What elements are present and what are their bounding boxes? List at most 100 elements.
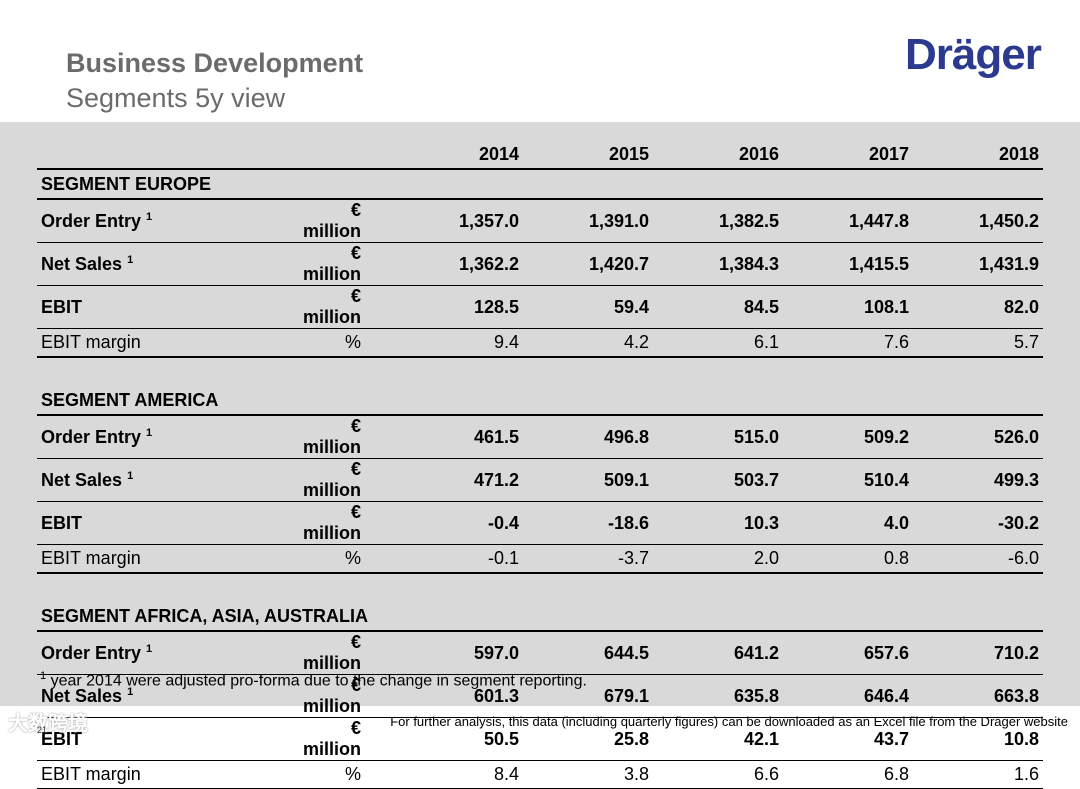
row-label: EBIT — [37, 501, 285, 545]
download-note: For further analysis, this data (includi… — [390, 714, 1068, 729]
segment-header-row: SEGMENT EUROPE — [37, 169, 1043, 200]
value-cell: 9.4 — [393, 328, 523, 358]
row-label-text: Order Entry — [41, 426, 142, 447]
segment-name: SEGMENT AMERICA — [37, 386, 1043, 416]
year-header: 2014 — [393, 140, 523, 170]
row-unit: € million — [285, 501, 393, 545]
value-cell: 1.6 — [913, 760, 1043, 789]
value-cell: 710.2 — [913, 631, 1043, 675]
row-label: EBIT margin — [37, 544, 285, 574]
value-cell: 1,391.0 — [523, 199, 653, 243]
value-cell: 128.5 — [393, 285, 523, 329]
value-cell: 635.8 — [653, 674, 783, 718]
row-unit: € million — [285, 285, 393, 329]
table-row: EBIT margin% 8.4 3.8 6.6 6.8 1.6 — [37, 760, 1043, 789]
value-cell: 84.5 — [653, 285, 783, 329]
table-row: Order Entry 1 € million 461.5 496.8 515.0 509… — [37, 415, 1043, 459]
table-row: Net Sales 1 € million 471.2 509.1 503.7 510.4… — [37, 458, 1043, 502]
value-cell: 1,362.2 — [393, 242, 523, 286]
year-header: 2015 — [523, 140, 653, 170]
row-label-text: EBIT margin — [41, 332, 141, 352]
row-label: Net Sales 1 — [37, 242, 285, 286]
value-cell: 503.7 — [653, 458, 783, 502]
value-cell: 1,357.0 — [393, 199, 523, 243]
table-row: Net Sales 1 € million 1,362.2 1,420.7 1,384.… — [37, 242, 1043, 286]
value-cell: -3.7 — [523, 544, 653, 574]
value-cell: 1,431.9 — [913, 242, 1043, 286]
year-header: 2018 — [913, 140, 1043, 170]
table-row: EBIT € million -0.4 -18.6 10.3 4.0 -30.2 — [37, 501, 1043, 545]
spacer-cell — [37, 356, 1043, 386]
value-cell: 526.0 — [913, 415, 1043, 459]
value-cell: 2.0 — [653, 544, 783, 574]
segment-name: SEGMENT EUROPE — [37, 169, 1043, 200]
value-cell: 1,450.2 — [913, 199, 1043, 243]
value-cell: -6.0 — [913, 544, 1043, 574]
footnote-marker: 1 — [40, 670, 47, 682]
value-cell: 657.6 — [783, 631, 913, 675]
value-cell: 1,420.7 — [523, 242, 653, 286]
value-cell: 510.4 — [783, 458, 913, 502]
value-cell: 6.8 — [783, 760, 913, 789]
row-label: Order Entry 1 — [37, 415, 285, 459]
value-cell: 4.0 — [783, 501, 913, 545]
row-label: EBIT — [37, 285, 285, 329]
footnote-ref: 1 — [127, 253, 134, 266]
row-unit: % — [285, 544, 393, 574]
value-cell: 499.3 — [913, 458, 1043, 502]
page-subtitle: Segments 5y view — [66, 83, 286, 113]
row-label-text: EBIT margin — [41, 548, 141, 568]
value-cell: 509.2 — [783, 415, 913, 459]
value-cell: 509.1 — [523, 458, 653, 502]
value-cell: -0.4 — [393, 501, 523, 545]
row-unit: € million — [285, 674, 393, 718]
row-label-text: EBIT margin — [41, 764, 141, 784]
value-cell: 641.2 — [653, 631, 783, 675]
value-cell: 82.0 — [913, 285, 1043, 329]
page-number: 21 — [37, 725, 48, 735]
value-cell: 7.6 — [783, 328, 913, 358]
value-cell: 663.8 — [913, 674, 1043, 718]
value-cell: -18.6 — [523, 501, 653, 545]
row-unit: % — [285, 760, 393, 789]
row-label: EBIT margin — [37, 760, 285, 789]
footnote-ref: 1 — [127, 685, 134, 698]
watermark: 大数跨境 — [8, 713, 88, 735]
value-cell: -30.2 — [913, 501, 1043, 545]
value-cell: 597.0 — [393, 631, 523, 675]
row-unit: € million — [285, 199, 393, 243]
row-label-text: Net Sales — [41, 469, 123, 490]
table-row: EBIT margin% -0.1 -3.7 2.0 0.8 -6.0 — [37, 544, 1043, 574]
row-unit: % — [285, 328, 393, 358]
footnote-text: year 2014 were adjusted pro-forma due to… — [50, 672, 587, 690]
drager-logo: Dräger — [905, 30, 1042, 79]
value-cell: 3.8 — [523, 760, 653, 789]
value-cell: 496.8 — [523, 415, 653, 459]
footnote-ref: 1 — [146, 426, 153, 439]
value-cell: 471.2 — [393, 458, 523, 502]
segments-table: 2014 2015 2016 2017 2018 SEGMENT EUROPE Order … — [37, 140, 1043, 789]
row-label-text: Net Sales — [41, 253, 123, 274]
row-unit: € million — [285, 717, 393, 761]
value-cell: 0.8 — [783, 544, 913, 574]
value-cell: 1,447.8 — [783, 199, 913, 243]
row-label: Order Entry 1 — [37, 199, 285, 243]
table-row: Net Sales 1 € million 601.3 679.1 635.8 646.4… — [37, 674, 1043, 718]
segment-spacer — [37, 572, 1043, 602]
value-cell: 6.1 — [653, 328, 783, 358]
value-cell: 644.5 — [523, 631, 653, 675]
segment-spacer — [37, 356, 1043, 386]
value-cell: 646.4 — [783, 674, 913, 718]
value-cell: 5.7 — [913, 328, 1043, 358]
segment-name: SEGMENT AFRICA, ASIA, AUSTRALIA — [37, 602, 1043, 632]
year-header: 2017 — [783, 140, 913, 170]
row-label: Net Sales 1 — [37, 674, 285, 718]
row-label: Order Entry 1 — [37, 631, 285, 675]
footnote-ref: 1 — [146, 210, 153, 223]
row-label-text: Order Entry — [41, 642, 142, 663]
spacer-cell — [37, 572, 1043, 602]
row-label-text: Net Sales — [41, 685, 123, 706]
year-header: 2016 — [653, 140, 783, 170]
value-cell: 515.0 — [653, 415, 783, 459]
value-cell: 1,384.3 — [653, 242, 783, 286]
